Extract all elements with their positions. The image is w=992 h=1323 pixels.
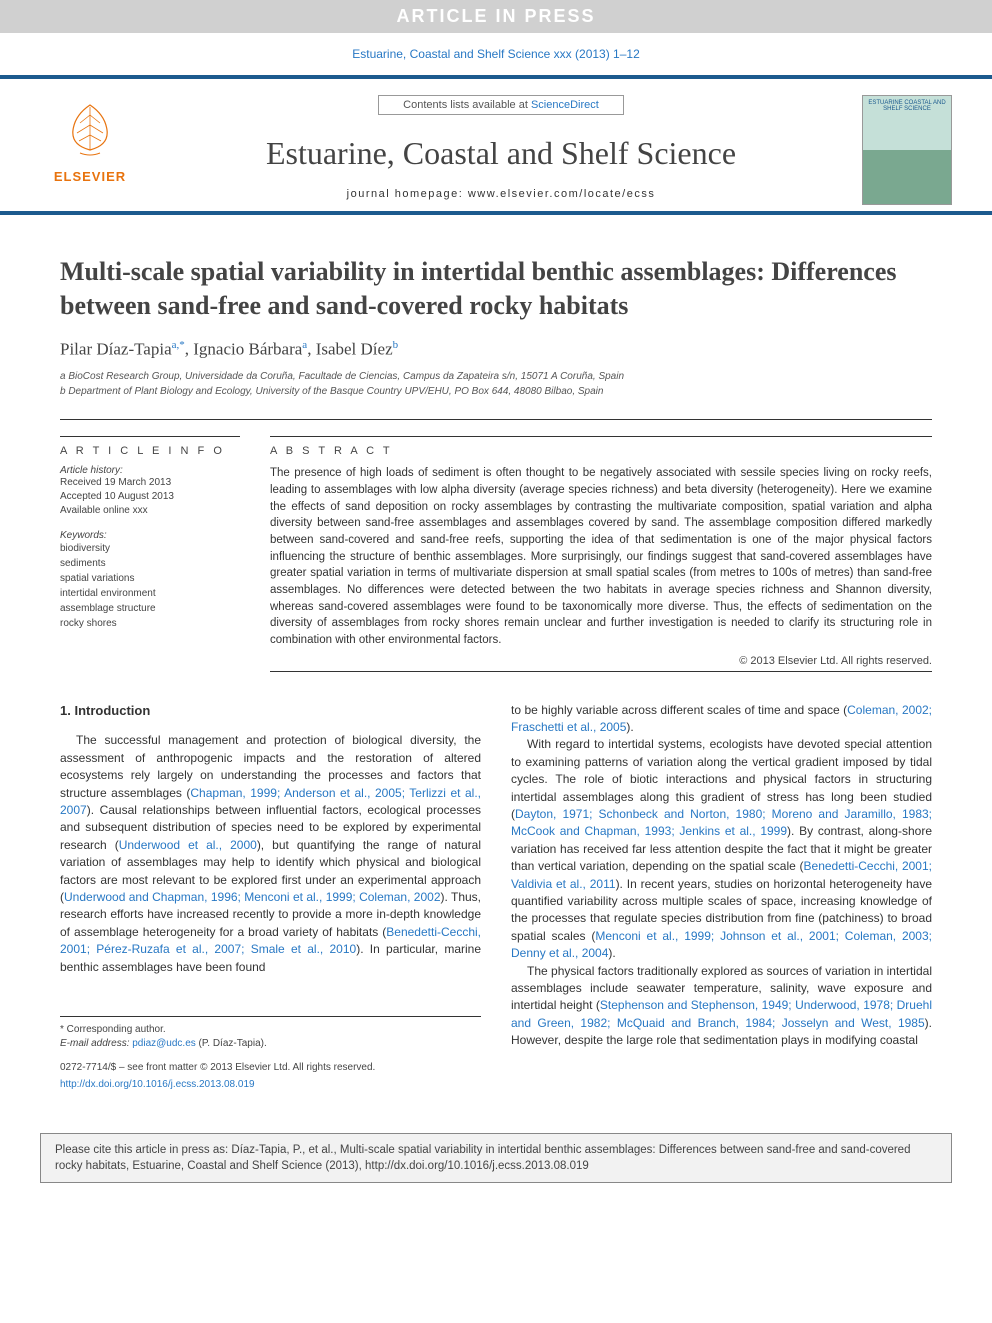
history-received: Received 19 March 2013 xyxy=(60,476,240,490)
info-abstract-row: A R T I C L E I N F O Article history: R… xyxy=(60,419,932,671)
cover-text: ESTUARINE COASTAL AND SHELF SCIENCE xyxy=(867,100,947,112)
elsevier-label: ELSEVIER xyxy=(54,169,126,184)
body-columns: 1. Introduction The successful managemen… xyxy=(60,702,932,1093)
email-line: E-mail address: pdiaz@udc.es (P. Díaz-Ta… xyxy=(60,1037,481,1051)
corresponding-author: * Corresponding author. xyxy=(60,1023,481,1037)
body-paragraph: The physical factors traditionally explo… xyxy=(511,963,932,1050)
elsevier-tree-icon xyxy=(55,95,125,165)
body-text: to be highly variable across different s… xyxy=(511,703,847,717)
body-col-left: 1. Introduction The successful managemen… xyxy=(60,702,481,1093)
homepage-prefix: journal homepage: xyxy=(347,188,468,200)
issn-line: 0272-7714/$ – see front matter © 2013 El… xyxy=(60,1061,481,1076)
body-text: ). xyxy=(608,946,615,960)
body-col-right: to be highly variable across different s… xyxy=(511,702,932,1093)
author-1-affiliation-mark: a,* xyxy=(172,339,185,351)
homepage-url[interactable]: www.elsevier.com/locate/ecss xyxy=(468,188,656,200)
body-paragraph: to be highly variable across different s… xyxy=(511,702,932,737)
email-link[interactable]: pdiaz@udc.es xyxy=(132,1038,196,1049)
affiliation-a: a BioCost Research Group, Universidade d… xyxy=(60,369,932,384)
email-label: E-mail address: xyxy=(60,1038,132,1049)
keyword: intertidal environment xyxy=(60,586,240,601)
article-info-column: A R T I C L E I N F O Article history: R… xyxy=(60,436,240,671)
header-center: Contents lists available at ScienceDirec… xyxy=(156,95,846,200)
affiliation-b: b Department of Plant Biology and Ecolog… xyxy=(60,384,932,399)
doi-link[interactable]: http://dx.doi.org/10.1016/j.ecss.2013.08… xyxy=(60,1079,255,1090)
author-1[interactable]: Pilar Díaz-Tapia xyxy=(60,339,172,358)
authors-line: Pilar Díaz-Tapiaa,*, Ignacio Bárbaraa, I… xyxy=(60,339,932,360)
history-label: Article history: xyxy=(60,465,240,476)
article-in-press-banner: ARTICLE IN PRESS xyxy=(0,0,992,33)
journal-header: ELSEVIER Contents lists available at Sci… xyxy=(0,75,992,215)
keyword: sediments xyxy=(60,556,240,571)
abstract-text: The presence of high loads of sediment i… xyxy=(270,465,932,648)
keywords-label: Keywords: xyxy=(60,530,240,541)
history-available: Available online xxx xyxy=(60,504,240,518)
author-2[interactable]: Ignacio Bárbara xyxy=(193,339,302,358)
article-content: Multi-scale spatial variability in inter… xyxy=(0,215,992,1113)
author-3[interactable]: Isabel Díez xyxy=(316,339,393,358)
abstract-heading: A B S T R A C T xyxy=(270,445,932,457)
body-paragraph: With regard to intertidal systems, ecolo… xyxy=(511,736,932,962)
journal-cover-thumbnail[interactable]: ESTUARINE COASTAL AND SHELF SCIENCE xyxy=(862,95,952,205)
keyword: spatial variations xyxy=(60,571,240,586)
keyword: assemblage structure xyxy=(60,601,240,616)
journal-title: Estuarine, Coastal and Shelf Science xyxy=(156,135,846,172)
please-cite-box: Please cite this article in press as: Dí… xyxy=(40,1133,952,1183)
citation-link[interactable]: Underwood and Chapman, 1996; Menconi et … xyxy=(64,890,441,904)
author-2-affiliation-mark: a xyxy=(302,339,307,351)
contents-lists-box: Contents lists available at ScienceDirec… xyxy=(378,95,624,115)
email-suffix: (P. Díaz-Tapia). xyxy=(196,1038,267,1049)
keyword: rocky shores xyxy=(60,616,240,631)
journal-homepage: journal homepage: www.elsevier.com/locat… xyxy=(156,188,846,200)
elsevier-logo[interactable]: ELSEVIER xyxy=(40,95,140,184)
keywords-list: biodiversity sediments spatial variation… xyxy=(60,541,240,631)
abstract-copyright: © 2013 Elsevier Ltd. All rights reserved… xyxy=(270,655,932,667)
affiliations: a BioCost Research Group, Universidade d… xyxy=(60,369,932,399)
author-3-affiliation-mark: b xyxy=(393,339,399,351)
abstract-rule xyxy=(270,671,932,672)
body-paragraph: The successful management and protection… xyxy=(60,732,481,975)
contents-lists-prefix: Contents lists available at xyxy=(403,99,531,111)
sciencedirect-link[interactable]: ScienceDirect xyxy=(531,99,599,111)
journal-reference[interactable]: Estuarine, Coastal and Shelf Science xxx… xyxy=(0,33,992,75)
citation-link[interactable]: Underwood et al., 2000 xyxy=(119,838,257,852)
footnote-area: * Corresponding author. E-mail address: … xyxy=(60,1016,481,1051)
intro-heading: 1. Introduction xyxy=(60,702,481,721)
keyword: biodiversity xyxy=(60,541,240,556)
article-info-heading: A R T I C L E I N F O xyxy=(60,445,240,457)
article-title: Multi-scale spatial variability in inter… xyxy=(60,255,932,323)
history-accepted: Accepted 10 August 2013 xyxy=(60,490,240,504)
abstract-column: A B S T R A C T The presence of high loa… xyxy=(270,436,932,671)
body-text: ). xyxy=(626,720,633,734)
